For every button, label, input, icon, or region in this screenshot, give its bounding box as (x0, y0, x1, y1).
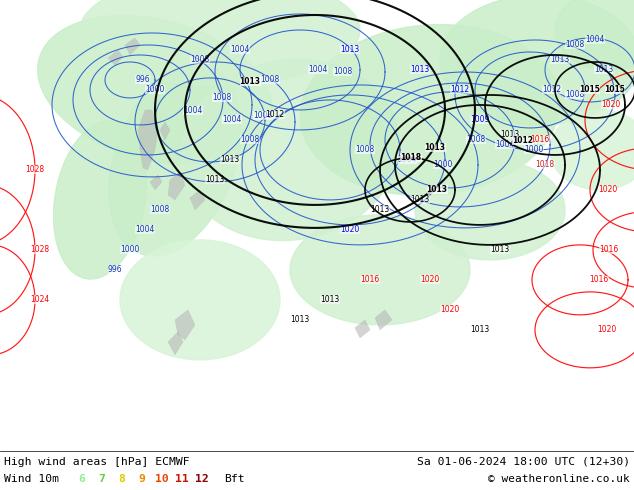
Text: High wind areas [hPa] ECMWF: High wind areas [hPa] ECMWF (4, 457, 190, 467)
Text: 1008: 1008 (566, 91, 585, 99)
Text: Wind 10m: Wind 10m (4, 474, 59, 484)
Text: 1024: 1024 (30, 295, 49, 304)
Text: 1020: 1020 (598, 185, 617, 195)
Text: Sa 01-06-2024 18:00 UTC (12+30): Sa 01-06-2024 18:00 UTC (12+30) (417, 457, 630, 467)
Text: 1013: 1013 (594, 66, 613, 74)
Polygon shape (375, 310, 392, 330)
Text: 1016: 1016 (590, 275, 609, 284)
Polygon shape (290, 215, 470, 325)
Text: 1013: 1013 (410, 196, 430, 204)
Text: 1008: 1008 (356, 146, 375, 154)
Text: 1004: 1004 (495, 141, 515, 149)
Text: 1008: 1008 (333, 68, 352, 76)
Text: 1015: 1015 (605, 85, 625, 95)
Text: 1000: 1000 (120, 245, 139, 254)
Polygon shape (125, 38, 140, 55)
Polygon shape (181, 59, 399, 241)
Text: 12: 12 (195, 474, 209, 484)
Polygon shape (175, 310, 195, 340)
Polygon shape (120, 240, 280, 360)
Polygon shape (138, 110, 158, 170)
Text: 1008: 1008 (261, 75, 280, 84)
Text: 1013: 1013 (320, 295, 340, 304)
Text: 1018: 1018 (536, 160, 555, 170)
Text: 1016: 1016 (531, 135, 550, 145)
Text: 1016: 1016 (360, 275, 380, 284)
Text: 1004: 1004 (183, 106, 203, 116)
Text: 1008: 1008 (254, 111, 273, 121)
Text: 1013: 1013 (205, 175, 224, 184)
Text: 1013: 1013 (410, 66, 430, 74)
Text: Bft: Bft (224, 474, 245, 484)
Text: 8: 8 (119, 474, 126, 484)
Polygon shape (355, 320, 370, 338)
Text: 1008: 1008 (240, 135, 260, 145)
Text: 1013: 1013 (340, 46, 359, 54)
Text: 1013: 1013 (425, 143, 446, 152)
Text: 996: 996 (108, 266, 122, 274)
Text: 1008: 1008 (212, 93, 231, 102)
Text: 1020: 1020 (340, 225, 359, 234)
Polygon shape (80, 0, 360, 85)
Text: 1004: 1004 (230, 46, 250, 54)
Text: 1028: 1028 (30, 245, 49, 254)
Text: 1008: 1008 (467, 135, 486, 145)
Polygon shape (301, 24, 560, 196)
Text: 7: 7 (98, 474, 105, 484)
Text: 9: 9 (139, 474, 145, 484)
Text: 1000: 1000 (524, 146, 544, 154)
Text: 1013: 1013 (240, 77, 261, 86)
Text: 1013: 1013 (470, 325, 489, 334)
Text: 1020: 1020 (441, 305, 460, 315)
Polygon shape (150, 175, 162, 190)
Polygon shape (550, 110, 634, 190)
Text: 1004: 1004 (223, 116, 242, 124)
Polygon shape (415, 160, 565, 260)
Text: 1012: 1012 (512, 136, 533, 146)
Text: 1016: 1016 (599, 245, 618, 254)
Text: 1020: 1020 (602, 100, 621, 109)
Text: 1013: 1013 (550, 55, 569, 65)
Text: 1012: 1012 (543, 85, 562, 95)
Text: 1013: 1013 (370, 205, 390, 215)
Text: 1004: 1004 (585, 35, 605, 45)
Text: 1028: 1028 (25, 166, 44, 174)
Text: 6: 6 (79, 474, 86, 484)
Text: 1009: 1009 (470, 116, 489, 124)
Text: 1008: 1008 (150, 205, 170, 215)
Text: 1020: 1020 (597, 325, 616, 334)
Text: 1013: 1013 (500, 130, 520, 140)
Polygon shape (160, 122, 170, 140)
Text: 1020: 1020 (420, 275, 439, 284)
Text: 1000: 1000 (145, 85, 165, 95)
Polygon shape (109, 64, 241, 256)
Polygon shape (53, 121, 146, 279)
Text: 1004: 1004 (135, 225, 155, 234)
Text: 1013: 1013 (427, 185, 448, 195)
Polygon shape (168, 332, 183, 355)
Text: 1018: 1018 (401, 153, 422, 162)
Text: 1008: 1008 (190, 55, 210, 65)
Text: 10: 10 (155, 474, 169, 484)
Text: 996: 996 (135, 75, 150, 84)
Text: © weatheronline.co.uk: © weatheronline.co.uk (488, 474, 630, 484)
Polygon shape (440, 0, 634, 125)
Text: 1013: 1013 (221, 155, 240, 165)
Polygon shape (108, 50, 123, 65)
Text: 1013: 1013 (490, 245, 510, 254)
Text: 11: 11 (175, 474, 189, 484)
Polygon shape (168, 172, 185, 200)
Text: 1000: 1000 (433, 160, 452, 170)
Polygon shape (37, 16, 273, 164)
Text: 1008: 1008 (566, 41, 585, 49)
Polygon shape (190, 190, 205, 210)
Text: 1012: 1012 (450, 85, 470, 95)
Polygon shape (555, 0, 634, 70)
Text: 1012: 1012 (266, 110, 285, 120)
Text: 1015: 1015 (579, 85, 600, 95)
Text: 1013: 1013 (290, 316, 309, 324)
Text: 1004: 1004 (398, 155, 417, 165)
Text: 1004: 1004 (308, 66, 328, 74)
